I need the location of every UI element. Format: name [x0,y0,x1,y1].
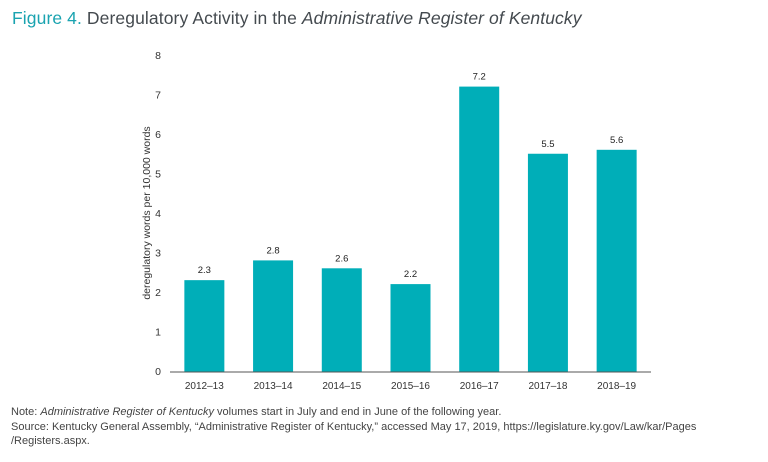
y-tick-label: 2 [155,287,161,299]
bar-2015–16 [390,284,431,372]
x-tick-label: 2016–17 [460,381,499,392]
note-rest: volumes start in July and end in June of… [214,406,502,418]
figure-label: Figure 4. [12,8,82,28]
bar-2018–19 [596,149,637,372]
x-tick-label: 2013–14 [254,381,293,392]
source-line-2: /Registers.aspx. [11,435,90,447]
figure-title: Figure 4. Deregulatory Activity in the A… [12,8,582,29]
bar-2012–13 [184,280,225,372]
data-label: 7.2 [473,72,486,83]
note-line: Note: Administrative Register of Kentuck… [11,405,761,420]
y-tick-label: 8 [155,50,161,62]
y-tick-label: 0 [155,366,161,378]
data-label: 2.8 [266,245,279,256]
x-tick-label: 2018–19 [597,381,636,392]
data-label: 5.5 [541,139,554,150]
x-tick-label: 2012–13 [185,381,224,392]
bar-2016–17 [459,86,500,372]
title-text: Deregulatory Activity in the [81,8,302,28]
note-prefix: Note: [11,406,41,418]
figure-notes: Note: Administrative Register of Kentuck… [11,405,761,449]
x-axis-ticks: 2012–13 2013–14 2014–15 2015–16 2016–17 2017–… [185,381,637,392]
data-label: 5.6 [610,135,623,146]
bar-2013–14 [253,260,294,372]
title-italic: Administrative Register of Kentucky [301,8,582,28]
y-tick-label: 6 [155,129,161,141]
y-tick-label: 7 [155,90,161,102]
y-tick-label: 4 [155,208,161,220]
bar-2017–18 [527,153,568,372]
y-axis-label: deregulatory words per 10,000 words [141,126,153,299]
note-italic: Administrative Register of Kentucky [40,406,214,418]
y-tick-label: 1 [155,327,161,339]
x-tick-label: 2017–18 [528,381,567,392]
data-label: 2.6 [335,253,348,264]
bars: 2.3 2.8 2.6 2.2 7.2 5.5 5.6 [184,72,637,372]
y-tick-label: 5 [155,169,161,181]
y-axis-ticks: 0 1 2 3 4 5 6 7 8 [155,50,161,378]
y-tick-label: 3 [155,248,161,260]
x-tick-label: 2015–16 [391,381,430,392]
data-label: 2.3 [198,265,211,276]
bar-2014–15 [321,268,362,372]
source-line-1: Source: Kentucky General Assembly, “Admi… [11,420,697,433]
data-label: 2.2 [404,269,417,280]
x-tick-label: 2014–15 [322,381,361,392]
